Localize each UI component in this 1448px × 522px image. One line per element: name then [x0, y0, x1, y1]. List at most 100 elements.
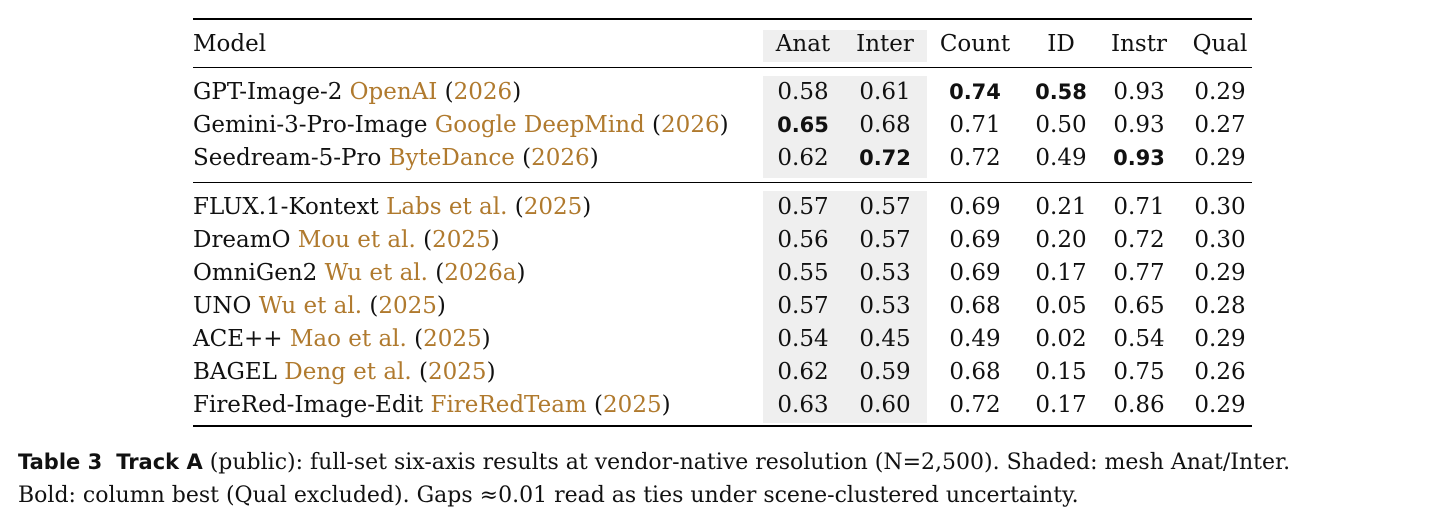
shade-mesh-columns: [763, 30, 927, 62]
value-cell-anat: 0.57: [777, 194, 829, 220]
value-cell-qual: 0.29: [1194, 145, 1246, 171]
caption-text-1: (public): full-set six-axis results at v…: [202, 450, 1291, 475]
column-header-inter: Inter: [856, 31, 914, 57]
caption-line-1: Table 3 Track A (public): full-set six-a…: [18, 446, 1438, 479]
value-cell-count: 0.69: [949, 194, 1001, 220]
bottom-rule: [193, 425, 1252, 427]
value-cell-count: 0.68: [949, 293, 1001, 319]
model-name-cell: GPT-Image-2 OpenAI (2026): [193, 79, 522, 105]
value-cell-instr: 0.93: [1113, 79, 1165, 105]
model-name: BAGEL: [193, 359, 277, 385]
value-cell-count: 0.69: [949, 260, 1001, 286]
value-cell-instr: 0.93: [1113, 146, 1165, 170]
citation-author: OpenAI: [349, 79, 438, 105]
value-cell-inter: 0.61: [859, 79, 911, 105]
value-cell-inter: 0.68: [859, 112, 911, 138]
value-cell-anat: 0.62: [777, 359, 829, 385]
citation-author: Labs et al.: [386, 194, 508, 220]
value-cell-qual: 0.29: [1194, 326, 1246, 352]
citation-author: Wu et al.: [258, 293, 363, 319]
value-cell-instr: 0.77: [1113, 260, 1165, 286]
value-cell-instr: 0.54: [1113, 326, 1165, 352]
model-name: ACE++: [193, 326, 283, 352]
value-cell-id: 0.17: [1035, 392, 1087, 418]
citation-year: 2025: [378, 293, 437, 319]
citation-year: 2026: [531, 145, 590, 171]
model-name: FLUX.1-Kontext: [193, 194, 379, 220]
model-name-cell: UNO Wu et al. (2025): [193, 293, 446, 319]
value-cell-inter: 0.45: [859, 326, 911, 352]
value-cell-inter: 0.57: [859, 227, 911, 253]
column-header-model: Model: [193, 31, 267, 57]
value-cell-inter: 0.72: [859, 146, 911, 170]
value-cell-qual: 0.30: [1194, 227, 1246, 253]
value-cell-qual: 0.29: [1194, 260, 1246, 286]
shade-mesh-columns: [763, 76, 927, 178]
value-cell-id: 0.17: [1035, 260, 1087, 286]
citation-year: 2025: [603, 392, 662, 418]
citation-year: 2025: [428, 359, 487, 385]
citation-author: Wu et al.: [324, 260, 428, 286]
value-cell-qual: 0.28: [1194, 293, 1246, 319]
value-cell-count: 0.69: [949, 227, 1001, 253]
value-cell-qual: 0.29: [1194, 392, 1246, 418]
shade-mesh-columns: [763, 191, 927, 423]
group-rule: [193, 182, 1252, 183]
value-cell-anat: 0.58: [777, 79, 829, 105]
value-cell-qual: 0.30: [1194, 194, 1246, 220]
value-cell-inter: 0.59: [859, 359, 911, 385]
column-header-count: Count: [939, 31, 1011, 57]
value-cell-id: 0.20: [1035, 227, 1087, 253]
value-cell-anat: 0.56: [777, 227, 829, 253]
model-name-cell: DreamO Mou et al. (2025): [193, 227, 500, 253]
value-cell-count: 0.68: [949, 359, 1001, 385]
value-cell-id: 0.49: [1035, 145, 1087, 171]
model-name: OmniGen2: [193, 260, 318, 286]
model-name-cell: Seedream-5-Pro ByteDance (2026): [193, 145, 599, 171]
column-header-instr: Instr: [1111, 31, 1167, 57]
value-cell-id: 0.02: [1035, 326, 1087, 352]
value-cell-inter: 0.60: [859, 392, 911, 418]
value-cell-qual: 0.29: [1194, 79, 1246, 105]
citation-year: 2026a: [444, 260, 517, 286]
value-cell-count: 0.72: [949, 145, 1001, 171]
value-cell-id: 0.58: [1035, 80, 1087, 104]
model-name: GPT-Image-2: [193, 79, 343, 105]
value-cell-inter: 0.53: [859, 260, 911, 286]
caption-track-label: Track A: [116, 450, 203, 474]
citation-year: 2026: [661, 112, 720, 138]
value-cell-anat: 0.63: [777, 392, 829, 418]
model-name-cell: BAGEL Deng et al. (2025): [193, 359, 496, 385]
value-cell-inter: 0.57: [859, 194, 911, 220]
citation-author: Mao et al.: [289, 326, 407, 352]
value-cell-anat: 0.54: [777, 326, 829, 352]
citation-year: 2025: [432, 227, 491, 253]
model-name: UNO: [193, 293, 252, 319]
value-cell-count: 0.72: [949, 392, 1001, 418]
value-cell-instr: 0.93: [1113, 112, 1165, 138]
value-cell-id: 0.05: [1035, 293, 1087, 319]
top-rule: [193, 18, 1252, 20]
column-header-anat: Anat: [775, 31, 831, 57]
citation-author: Google DeepMind: [434, 112, 645, 138]
table-caption: Table 3 Track A (public): full-set six-a…: [18, 446, 1438, 512]
column-header-id: ID: [1047, 31, 1075, 57]
model-name: FireRed-Image-Edit: [193, 392, 424, 418]
citation-year: 2025: [423, 326, 482, 352]
value-cell-count: 0.71: [949, 112, 1001, 138]
citation-year: 2025: [523, 194, 583, 220]
citation-year: 2026: [453, 79, 513, 105]
value-cell-instr: 0.72: [1113, 227, 1165, 253]
model-name: Gemini-3-Pro-Image: [193, 112, 428, 138]
value-cell-instr: 0.71: [1113, 194, 1165, 220]
model-name-cell: OmniGen2 Wu et al. (2026a): [193, 260, 526, 286]
column-header-qual: Qual: [1192, 31, 1248, 57]
model-name: Seedream-5-Pro: [193, 145, 382, 171]
caption-table-label: Table 3: [18, 450, 103, 474]
model-name-cell: ACE++ Mao et al. (2025): [193, 326, 491, 352]
value-cell-instr: 0.75: [1113, 359, 1165, 385]
header-rule: [193, 67, 1252, 68]
value-cell-qual: 0.26: [1194, 359, 1246, 385]
value-cell-instr: 0.86: [1113, 392, 1165, 418]
value-cell-id: 0.21: [1035, 194, 1087, 220]
